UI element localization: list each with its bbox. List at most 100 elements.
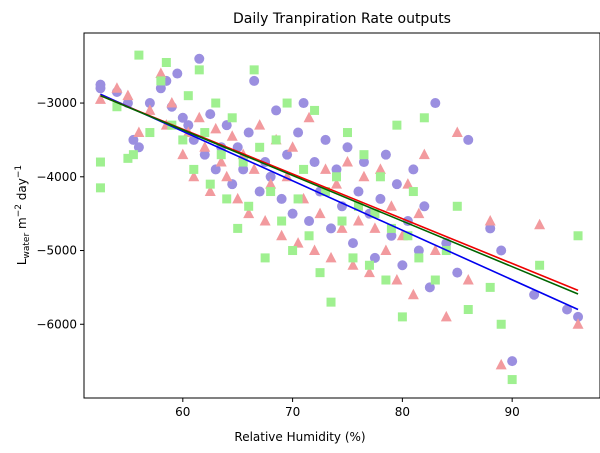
data-point-square <box>337 216 347 226</box>
data-point-triangle <box>292 237 304 248</box>
data-point-circle <box>386 230 397 241</box>
data-point-circle <box>133 142 144 153</box>
data-point-square <box>310 105 320 115</box>
data-point-square <box>249 65 259 75</box>
data-point-square <box>370 209 380 219</box>
plot-frame <box>83 32 600 399</box>
data-point-triangle <box>94 93 106 104</box>
data-point-square <box>277 216 287 226</box>
data-point-triangle <box>374 163 386 174</box>
y-tick-label: −3000 <box>36 96 77 110</box>
data-point-triangle <box>276 229 288 241</box>
data-point-square <box>299 164 309 174</box>
data-point-triangle <box>303 111 315 123</box>
data-point-square <box>397 312 407 322</box>
data-point-circle <box>155 83 166 94</box>
data-point-triangle <box>413 207 425 219</box>
x-tick-label: 80 <box>395 405 410 419</box>
data-point-circle <box>227 179 238 190</box>
data-point-circle <box>293 127 304 138</box>
data-point-triangle <box>352 215 364 226</box>
data-point-circle <box>221 120 232 131</box>
data-point-circle <box>183 120 194 131</box>
data-point-square <box>359 150 369 160</box>
x-tick-label: 60 <box>175 405 190 419</box>
data-point-circle <box>177 112 188 123</box>
data-point-circle <box>408 164 419 175</box>
data-point-triangle <box>193 111 205 123</box>
data-point-circle <box>276 193 287 204</box>
data-point-square <box>342 128 352 138</box>
data-point-triangle <box>287 141 299 152</box>
y-axis-title-superscript-1: −2 <box>14 204 24 217</box>
trend-line <box>100 94 579 295</box>
data-point-square <box>321 187 331 197</box>
data-point-triangle <box>440 310 452 322</box>
data-point-circle <box>380 149 391 160</box>
points-layer <box>94 50 584 385</box>
data-point-triangle <box>325 251 337 263</box>
data-point-square <box>332 172 342 182</box>
data-point-triangle <box>226 130 238 141</box>
y-axis-title-end: day <box>15 178 29 204</box>
data-point-circle <box>413 245 424 256</box>
data-point-square <box>375 172 385 182</box>
y-axis-title-main: L <box>15 258 29 265</box>
data-point-square <box>244 201 254 211</box>
data-point-square <box>123 153 133 163</box>
x-tick-label: 70 <box>285 405 300 419</box>
data-point-triangle <box>199 141 211 152</box>
y-axis-title-subscript: water <box>22 233 32 259</box>
data-point-circle <box>254 186 265 197</box>
data-point-triangle <box>336 222 348 233</box>
data-point-square <box>348 253 358 263</box>
data-point-square <box>194 65 204 75</box>
data-point-square <box>95 157 105 167</box>
data-point-circle <box>485 223 496 234</box>
x-tick-label: 90 <box>505 405 520 419</box>
data-point-triangle <box>484 215 496 226</box>
data-point-circle <box>507 356 518 367</box>
data-point-circle <box>463 134 474 145</box>
data-point-triangle <box>111 82 123 93</box>
data-point-square <box>419 113 429 123</box>
y-tick-label: −6000 <box>36 317 77 331</box>
data-point-circle <box>249 75 260 86</box>
data-point-square <box>238 157 248 167</box>
data-point-square <box>200 128 210 138</box>
data-point-triangle <box>429 244 441 256</box>
data-point-circle <box>172 68 183 79</box>
data-point-triangle <box>281 170 293 182</box>
data-point-triangle <box>265 178 277 189</box>
data-point-circle <box>95 79 106 90</box>
data-point-circle <box>347 238 358 249</box>
data-point-circle <box>298 98 309 109</box>
data-point-square <box>326 297 336 307</box>
data-point-circle <box>210 164 221 175</box>
data-point-circle <box>375 193 386 204</box>
y-tick-label: −4000 <box>36 170 77 184</box>
data-point-triangle <box>133 126 145 138</box>
data-point-square <box>452 201 462 211</box>
data-point-square <box>507 375 517 385</box>
data-point-square <box>112 102 122 112</box>
data-point-square <box>386 223 396 233</box>
data-point-square <box>282 98 292 108</box>
data-point-square <box>364 260 374 270</box>
data-point-triangle <box>243 207 255 219</box>
data-point-circle <box>391 179 402 190</box>
y-axis-title-superscript-2: −1 <box>14 165 24 178</box>
data-point-square <box>293 194 303 204</box>
trend-line <box>100 93 579 311</box>
data-point-square <box>414 253 424 263</box>
data-point-triangle <box>402 178 414 189</box>
data-point-square <box>95 183 105 193</box>
data-point-circle <box>205 109 216 120</box>
data-point-square <box>178 135 188 145</box>
data-point-circle <box>562 304 573 315</box>
data-point-square <box>403 231 413 241</box>
trend-lines-layer <box>100 93 579 311</box>
data-point-circle <box>265 171 276 182</box>
data-point-triangle <box>407 288 419 300</box>
